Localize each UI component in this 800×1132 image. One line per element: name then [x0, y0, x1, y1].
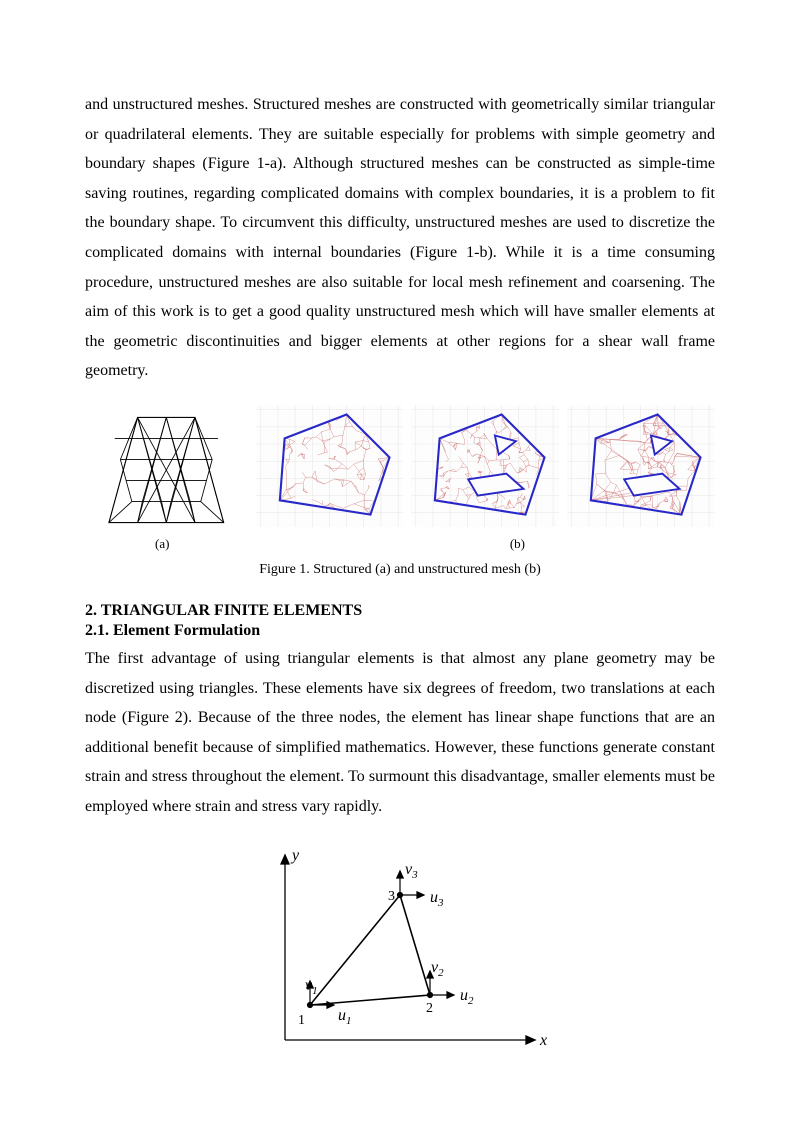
- figure-1: [85, 402, 715, 530]
- figure-1-sublabel-b: (b): [510, 536, 525, 552]
- v2-label: v2: [431, 959, 444, 979]
- node-1-label: 1: [298, 1013, 305, 1028]
- axis-x-label: x: [539, 1032, 547, 1049]
- page: and unstructured meshes. Structured mesh…: [0, 0, 800, 1132]
- paragraph-intro: and unstructured meshes. Structured mesh…: [85, 90, 715, 386]
- figure-1-sublabel-a: (a): [155, 536, 169, 552]
- node-3-label: 3: [388, 889, 395, 904]
- figure-1b-pentagon-3: [567, 402, 715, 530]
- figure-1-caption: Figure 1. Structured (a) and unstructure…: [85, 562, 715, 578]
- figure-1b-pentagon-1: [256, 402, 404, 530]
- figure-2: x y 1 v1 u1 2 v2 u2 3 v3 u3: [85, 840, 715, 1060]
- u1-label: u1: [338, 1007, 352, 1027]
- u2-label: u2: [460, 987, 474, 1007]
- figure-1-sublabels: (a) (b): [85, 536, 715, 552]
- v1-label: v1: [305, 977, 318, 997]
- u3-label: u3: [430, 889, 444, 909]
- figure-1b-pentagon-2: [411, 402, 559, 530]
- figure-2-triangle-element: x y 1 v1 u1 2 v2 u2 3 v3 u3: [240, 840, 560, 1060]
- axis-y-label: y: [290, 847, 300, 864]
- node-2-label: 2: [426, 1001, 433, 1016]
- section-2-heading: 2. TRIANGULAR FINITE ELEMENTS: [85, 602, 715, 620]
- v3-label: v3: [405, 861, 418, 881]
- figure-1a-structured-mesh: [85, 410, 248, 530]
- paragraph-formulation: The first advantage of using triangular …: [85, 644, 715, 822]
- section-2-1-heading: 2.1. Element Formulation: [85, 622, 715, 640]
